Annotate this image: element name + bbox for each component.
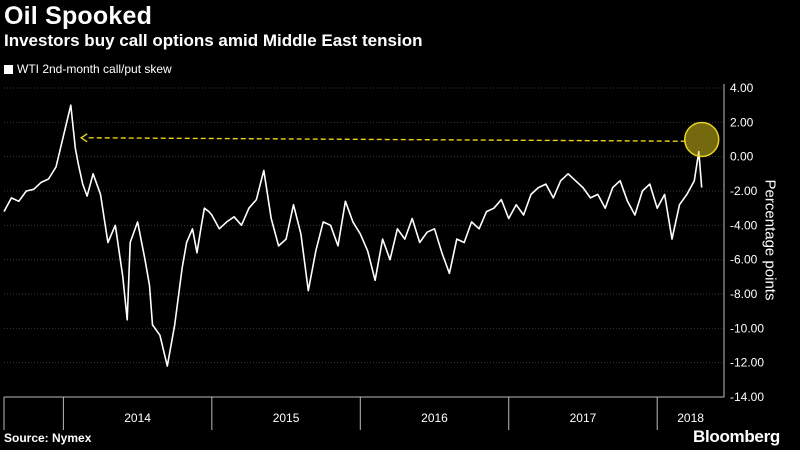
legend: WTI 2nd-month call/put skew [4, 62, 172, 76]
y-tick-label: 2.00 [730, 115, 754, 129]
annotation-arrow-line [87, 137, 686, 142]
x-tick-label: 2018 [677, 411, 704, 425]
y-tick-label: -8.00 [730, 287, 758, 301]
y-tick-label: -4.00 [730, 218, 758, 232]
source-note: Source: Nymex [4, 431, 92, 445]
y-tick-label: 4.00 [730, 81, 754, 95]
y-tick-label: -12.00 [730, 356, 764, 370]
bloomberg-logo: Bloomberg [692, 427, 780, 446]
chart-subtitle: Investors buy call options amid Middle E… [4, 31, 423, 50]
y-tick-label: -6.00 [730, 253, 758, 267]
series-line [3, 104, 703, 367]
y-tick-label: 0.00 [730, 150, 754, 164]
legend-swatch [4, 64, 13, 74]
x-tick-label: 2016 [421, 411, 448, 425]
annotation-circle [683, 121, 720, 158]
x-tick-label: 2017 [570, 411, 597, 425]
chart-title: Oil Spooked [4, 2, 153, 30]
legend-label: WTI 2nd-month call/put skew [17, 62, 172, 76]
y-axis-label: Percentage points [761, 179, 779, 301]
x-tick-label: 2015 [273, 411, 300, 425]
x-tick-label: 2014 [124, 411, 151, 425]
y-tick-label: -14.00 [730, 390, 764, 404]
annotation-arrowhead [79, 133, 88, 143]
y-tick-label: -2.00 [730, 184, 758, 198]
y-tick-label: -10.00 [730, 321, 764, 335]
